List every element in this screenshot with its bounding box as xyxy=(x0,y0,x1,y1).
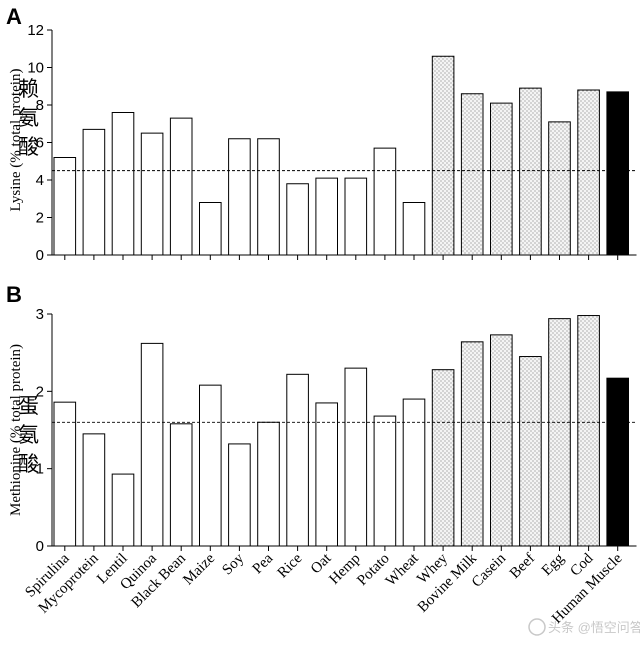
bar-egg xyxy=(548,121,571,256)
panel-label-a: A xyxy=(6,4,22,29)
bar-black-bean xyxy=(169,423,193,547)
bar-quinoa xyxy=(140,342,164,547)
panel-a: A 0 2 4 6 8 10 12 Lysine (% total protein) 赖氨酸 xyxy=(6,4,637,264)
panel-label-b: B xyxy=(6,282,22,307)
bar-spirulina xyxy=(53,401,77,547)
bar-casein xyxy=(490,102,513,256)
category-label: Maize xyxy=(180,550,218,588)
annotation-methionine: 蛋氨酸 xyxy=(18,395,39,476)
watermark-text: 头条 @悟空问答 xyxy=(548,620,640,635)
bar-bovine-milk xyxy=(460,93,484,256)
panel-b: B 0 1 2 3 SpirulinaMycoproteinLentilQuinoaB… xyxy=(6,282,637,627)
bars xyxy=(53,315,630,547)
category-label: Pea xyxy=(250,550,277,577)
y-tick-label: 2 xyxy=(36,383,44,400)
bar-potato xyxy=(373,147,397,256)
y-axis-ticks: 0 1 2 3 xyxy=(36,306,52,555)
bar-human-muscle xyxy=(606,91,630,256)
bar-wheat xyxy=(402,202,426,256)
bar-wheat xyxy=(402,398,426,547)
y-axis-ticks: 0 2 4 6 8 10 12 xyxy=(27,22,52,264)
bar-maize xyxy=(199,202,222,256)
bar-pea xyxy=(257,138,280,256)
bar-mycoprotein xyxy=(82,128,106,256)
category-label: Rice xyxy=(275,550,306,581)
bar-beef xyxy=(519,87,542,256)
bar-hemp xyxy=(344,367,368,547)
y-tick-label: 2 xyxy=(36,210,44,227)
category-label: Soy xyxy=(219,550,247,578)
bar-lentil xyxy=(111,112,135,256)
category-label: Wheat xyxy=(383,550,423,590)
bar-oat xyxy=(315,177,338,256)
y-axis-label: Lysine (% total protein) xyxy=(8,69,24,212)
category-label: Beef xyxy=(507,551,538,582)
y-tick-label: 10 xyxy=(27,60,44,77)
bar-mycoprotein xyxy=(82,433,106,547)
y-tick-label: 8 xyxy=(36,97,44,114)
bar-black-bean xyxy=(169,117,193,256)
bar-pea xyxy=(257,421,280,547)
bar-hemp xyxy=(344,177,368,256)
category-label: Egg xyxy=(539,550,568,579)
bar-casein xyxy=(490,334,513,547)
bar-quinoa xyxy=(140,132,164,256)
y-tick-label: 1 xyxy=(36,461,44,478)
x-axis-ticks xyxy=(64,546,619,551)
bar-egg xyxy=(548,318,571,547)
watermark-icon xyxy=(528,618,546,636)
y-tick-label: 12 xyxy=(27,22,44,39)
bar-lentil xyxy=(111,473,135,547)
bar-rice xyxy=(286,373,309,547)
x-axis-ticks xyxy=(64,255,619,260)
bar-soy xyxy=(228,138,251,256)
bar-beef xyxy=(519,356,542,547)
y-tick-label: 3 xyxy=(36,306,44,323)
bar-oat xyxy=(315,402,338,547)
bar-maize xyxy=(199,384,222,547)
y-axis-label: Methionine (% total protein) xyxy=(8,344,24,516)
y-tick-label: 4 xyxy=(36,172,44,189)
bar-whey xyxy=(431,55,455,256)
category-label: Casein xyxy=(469,550,510,591)
bar-whey xyxy=(431,369,455,547)
bar-bovine-milk xyxy=(460,341,484,547)
bar-rice xyxy=(286,183,309,256)
y-tick-label: 0 xyxy=(36,538,44,555)
bar-cod xyxy=(577,315,600,547)
bar-cod xyxy=(577,89,600,256)
bar-potato xyxy=(373,415,397,547)
annotation-lysine: 赖氨酸 xyxy=(18,78,39,159)
bar-spirulina xyxy=(53,157,77,256)
bar-soy xyxy=(228,443,251,547)
watermark: 头条 @悟空问答 xyxy=(528,618,640,636)
bars xyxy=(53,55,630,256)
y-tick-label: 6 xyxy=(36,135,44,152)
y-tick-label: 0 xyxy=(36,247,44,264)
bar-human-muscle xyxy=(606,377,630,547)
